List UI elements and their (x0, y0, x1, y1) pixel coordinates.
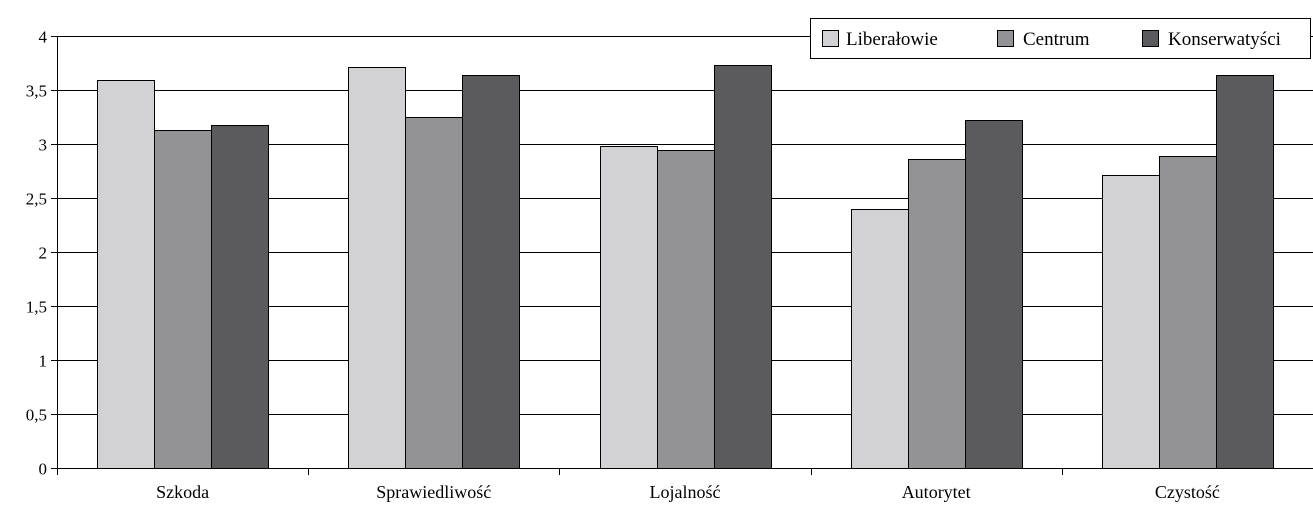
legend-swatch (997, 30, 1014, 47)
y-tick-label: 0,5 (26, 406, 47, 425)
x-category-label: Lojalność (650, 482, 721, 502)
bar-centrum-3 (908, 159, 966, 469)
bar-konserwatyści-2 (714, 65, 772, 469)
legend-swatch (1142, 30, 1159, 47)
bar-liberałowie-3 (851, 209, 909, 469)
axes (57, 36, 1313, 475)
bars (97, 65, 1274, 469)
x-category-label: Czystość (1155, 482, 1220, 502)
y-tick-label: 1 (39, 352, 48, 371)
y-tick-label: 4 (39, 28, 48, 47)
bar-konserwatyści-1 (462, 75, 520, 469)
legend-swatch (822, 30, 839, 47)
y-axis-ticks: 0 0,5 1 1,5 2 2,5 3 3,5 4 (26, 28, 57, 479)
legend-box (810, 18, 1311, 59)
y-tick-label: 0 (39, 460, 48, 479)
x-category-label: Sprawiedliwość (376, 482, 491, 502)
y-tick-label: 2 (39, 244, 48, 263)
y-tick-label: 3,5 (26, 82, 47, 101)
bar-liberałowie-2 (600, 146, 658, 469)
bar-centrum-4 (1159, 156, 1217, 469)
legend-label: Konserwatyści (1168, 29, 1281, 50)
bar-liberałowie-4 (1102, 175, 1160, 469)
bar-konserwatyści-3 (965, 120, 1023, 469)
bar-liberałowie-1 (348, 67, 406, 469)
y-tick-label: 1,5 (26, 298, 47, 317)
bar-centrum-1 (405, 117, 463, 469)
y-tick-label: 3 (39, 136, 48, 155)
x-category-label: Autorytet (902, 482, 971, 502)
legend-label: Centrum (1023, 29, 1090, 50)
bar-centrum-2 (657, 150, 715, 469)
x-axis-labels: Szkoda Sprawiedliwość Lojalność Autorytet Cz… (156, 482, 1220, 502)
bar-konserwatyści-4 (1216, 75, 1274, 469)
x-category-label: Szkoda (156, 482, 209, 502)
bar-liberałowie-0 (97, 80, 155, 469)
bar-centrum-0 (154, 130, 212, 469)
y-tick-label: 2,5 (26, 190, 47, 209)
legend-label: Liberałowie (846, 29, 938, 50)
bar-konserwatyści-0 (211, 125, 269, 469)
legend: Liberałowie Centrum Konserwatyści (810, 18, 1311, 59)
